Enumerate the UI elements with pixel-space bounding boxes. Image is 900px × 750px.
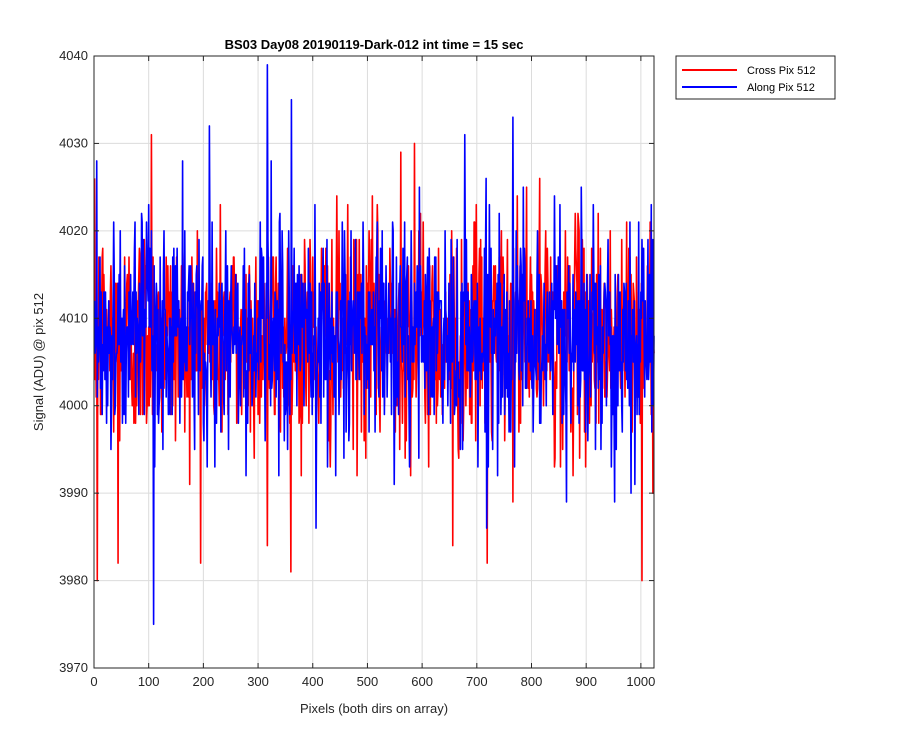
y-tick-label: 4020	[59, 223, 88, 238]
y-tick-label: 4030	[59, 135, 88, 150]
y-axis-label: Signal (ADU) @ pix 512	[31, 293, 46, 431]
series-layer	[93, 63, 655, 626]
y-tick-label: 4040	[59, 48, 88, 63]
chart-title: BS03 Day08 20190119-Dark-012 int time = …	[225, 37, 524, 52]
x-axis-label: Pixels (both dirs on array)	[300, 701, 448, 716]
y-tick-label: 4010	[59, 310, 88, 325]
legend-label-cross: Cross Pix 512	[747, 65, 815, 77]
x-tick-label: 400	[302, 674, 324, 689]
legend: Cross Pix 512 Along Pix 512	[675, 55, 836, 100]
x-tick-label: 0	[90, 674, 97, 689]
y-tick-label: 3980	[59, 573, 88, 588]
series-line-along-pix-512	[93, 63, 655, 626]
x-tick-label: 300	[247, 674, 269, 689]
x-tick-label: 200	[193, 674, 215, 689]
x-tick-label: 500	[357, 674, 379, 689]
y-tick-label: 3990	[59, 485, 88, 500]
x-tick-label: 800	[521, 674, 543, 689]
x-tick-label: 1000	[626, 674, 655, 689]
y-tick-label: 4000	[59, 398, 88, 413]
plot-area: 0 100 200 300 400 500 600 700 800 900 1000 3970 3980…	[59, 48, 655, 689]
x-tick-label: 600	[411, 674, 433, 689]
x-tick-label: 100	[138, 674, 160, 689]
legend-label-along: Along Pix 512	[747, 82, 815, 94]
x-tick-label: 700	[466, 674, 488, 689]
y-tick-label: 3970	[59, 660, 88, 675]
legend-box	[675, 55, 836, 100]
x-tick-label: 900	[575, 674, 597, 689]
ticks: 0 100 200 300 400 500 600 700 800 900 1000 3970 3980…	[59, 48, 655, 689]
axes-box	[93, 55, 655, 669]
